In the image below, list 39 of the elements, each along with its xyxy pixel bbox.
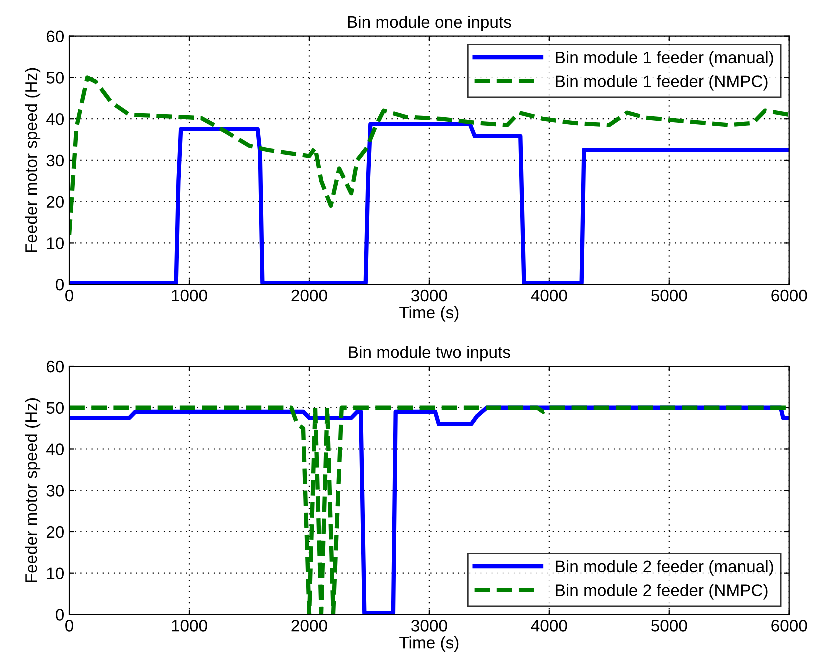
y-tick-label: 10 — [47, 568, 64, 580]
x-tick-label: 5000 — [652, 620, 688, 632]
x-tick-label: 0 — [66, 620, 74, 632]
x-tick-label: 2000 — [292, 290, 328, 302]
chart-title: Bin module two inputs — [349, 346, 510, 362]
y-tick-label: 50 — [46, 72, 64, 84]
y-tick-label: 30 — [46, 154, 64, 167]
y-tick-label: 20 — [46, 526, 64, 538]
x-tick-label: 3000 — [412, 620, 448, 632]
y-tick-label: 50 — [46, 402, 64, 414]
chart-title: Bin module one inputs — [348, 16, 512, 32]
x-axis-title: Time (s) — [400, 636, 459, 652]
x-tick-label: 4000 — [531, 620, 568, 632]
y-tick-label: 10 — [47, 238, 64, 250]
x-tick-label: 6000 — [772, 620, 808, 632]
x-tick-label: 2000 — [292, 620, 328, 632]
legend-label: Bin module 1 feeder (NMPC) — [556, 75, 768, 91]
y-tick-label: 0 — [56, 278, 64, 291]
y-tick-label: 60 — [46, 30, 64, 43]
line-series — [70, 76, 790, 238]
legend-label: Bin module 2 feeder (manual) — [556, 560, 774, 576]
x-tick-label: 4000 — [531, 290, 568, 302]
x-tick-label: 6000 — [772, 290, 808, 302]
legend-label: Bin module 1 feeder (manual) — [556, 51, 774, 67]
x-tick-label: 5000 — [652, 290, 688, 302]
legend-label: Bin module 2 feeder (NMPC) — [556, 584, 768, 600]
y-tick-label: 40 — [46, 114, 64, 126]
x-tick-label: 3000 — [412, 290, 448, 302]
y-axis-title: Feeder motor speed (Hz) — [25, 398, 41, 582]
y-tick-label: 40 — [46, 444, 64, 456]
y-tick-label: 20 — [46, 196, 64, 208]
y-axis-title: Feeder motor speed (Hz) — [25, 68, 41, 252]
x-tick-label: 1000 — [172, 620, 208, 632]
x-axis-title: Time (s) — [400, 306, 459, 322]
y-tick-label: 60 — [46, 360, 64, 373]
y-tick-label: 30 — [46, 485, 64, 497]
x-tick-label: 0 — [66, 290, 74, 302]
y-tick-label: 0 — [56, 609, 64, 621]
x-tick-label: 1000 — [172, 290, 208, 302]
